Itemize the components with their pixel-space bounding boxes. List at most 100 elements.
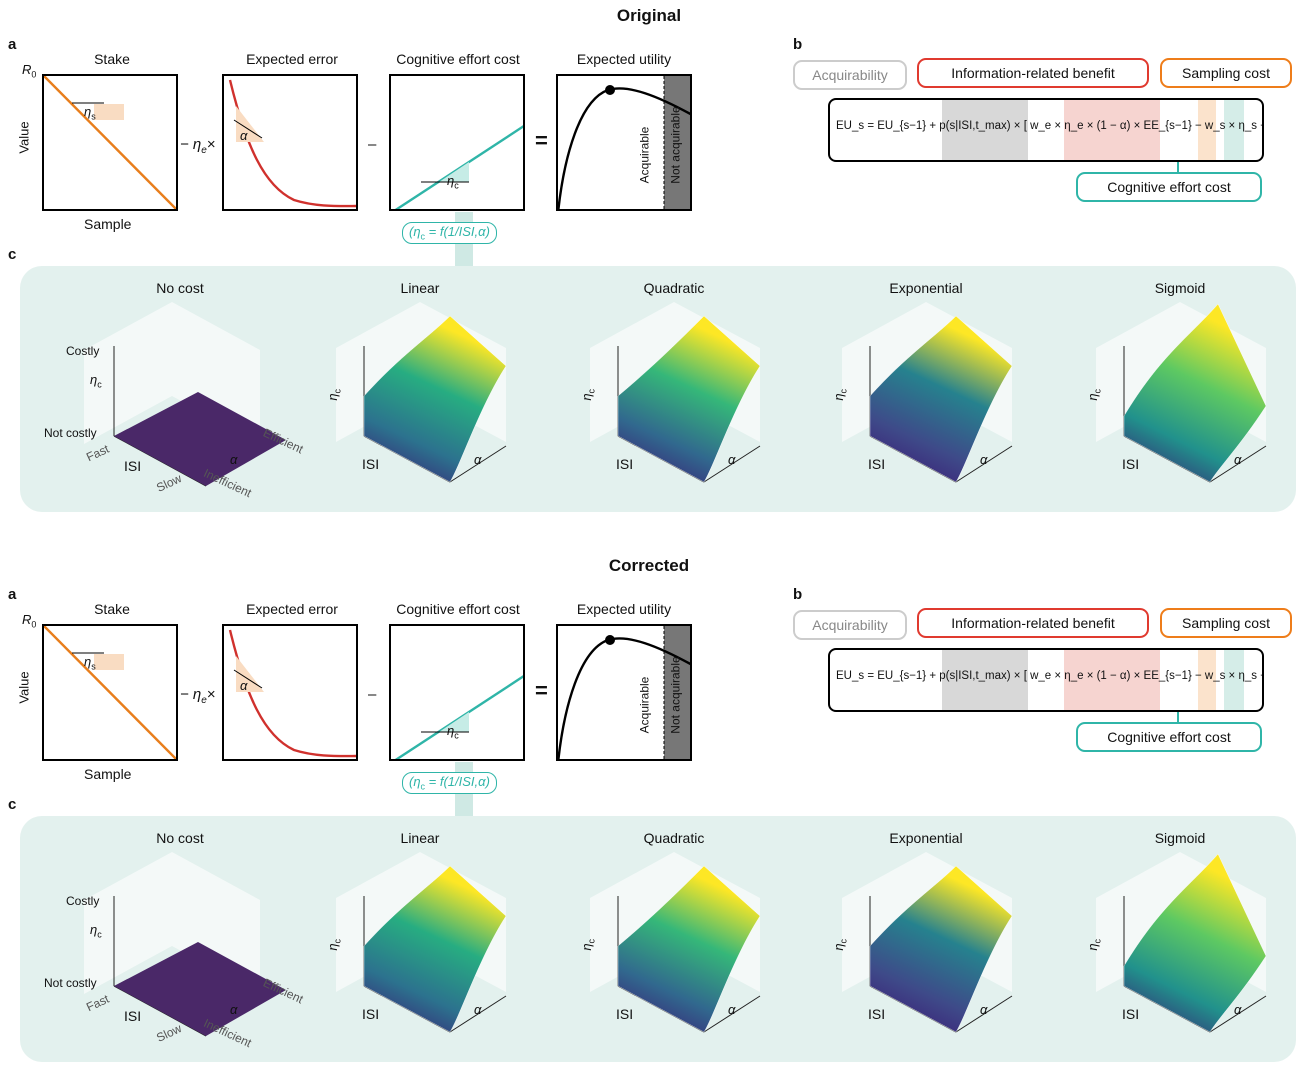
- equals-operator: =: [535, 128, 548, 153]
- sigmoid-surface: [1096, 302, 1267, 483]
- effort-line: [394, 125, 523, 209]
- effort-cost-title: Cognitive effort cost: [396, 601, 520, 617]
- linear-eta-subscript: c: [332, 388, 343, 394]
- sampling-cost-tag: Sampling cost: [1160, 58, 1292, 88]
- exponential-eta-label: ηc: [831, 939, 849, 951]
- exponential-surface: [842, 302, 1013, 483]
- expected-utility-title: Expected utility: [576, 51, 672, 67]
- no-cost-surface: [84, 852, 286, 1037]
- effort-cost-title: Cognitive effort cost: [396, 51, 520, 67]
- acquirable-label: Acquirable: [637, 126, 652, 184]
- sigmoid-eta-label: ηc: [1085, 389, 1103, 401]
- equation-box: EU_s = EU_{s−1} + p(s|ISI,t_max) × [ w_e…: [828, 648, 1264, 712]
- eta-c-label: ηc: [447, 173, 459, 191]
- panel-c-label: c: [8, 796, 17, 813]
- original-version: Original a Stake Expected error Cognitiv…: [0, 0, 1298, 530]
- error-curve: [228, 79, 356, 208]
- eu-equation: EU_s = EU_{s−1} + p(s|ISI,t_max) × [ w_e…: [836, 120, 1264, 132]
- linear-alpha-label: α: [474, 1002, 482, 1017]
- panel-a-label: a: [8, 586, 17, 603]
- eq-info-highlight: [1064, 100, 1160, 160]
- acquirability-tag: Acquirability: [793, 60, 907, 90]
- eq-acq-highlight: [942, 100, 1028, 160]
- quadratic-title: Quadratic: [643, 280, 705, 296]
- no-cost-eta-label: ηc: [90, 922, 102, 940]
- info-benefit-tag: Information-related benefit: [917, 608, 1149, 638]
- cognitive-cost-tag: Cognitive effort cost: [1076, 722, 1262, 752]
- minus-operator: –: [368, 136, 377, 153]
- version-title: Corrected: [608, 556, 690, 575]
- cost-functions-panel: No cost Linear Quadratic Exponential Sig…: [20, 816, 1296, 1062]
- effort-connector: [1177, 162, 1179, 172]
- effort-line: [394, 675, 523, 759]
- quadratic-eta-label: ηc: [579, 939, 597, 951]
- not-costly-label: Not costly: [44, 976, 97, 990]
- eq-acq-highlight: [942, 650, 1028, 710]
- sigmoid-eta-label: ηc: [1085, 939, 1103, 951]
- eq-sampling-highlight: [1198, 650, 1216, 710]
- acquirability-tag: Acquirability: [793, 610, 907, 640]
- linear-title: Linear: [400, 830, 440, 846]
- alpha-label: α: [240, 678, 248, 693]
- eta-c-label: ηc: [447, 723, 459, 741]
- stake-line: [44, 626, 176, 759]
- equation-box: EU_s = EU_{s−1} + p(s|ISI,t_max) × [ w_e…: [828, 98, 1264, 162]
- corrected-version: Corrected a Stake Expected error Cogniti…: [0, 550, 1298, 1080]
- sigmoid-isi-label: ISI: [1122, 456, 1140, 472]
- no-cost-title: No cost: [156, 830, 204, 846]
- quadratic-isi-label: ISI: [616, 456, 634, 472]
- linear-alpha-label: α: [474, 452, 482, 467]
- exponential-eta-symbol: η: [831, 393, 847, 401]
- r0-label: R0: [22, 612, 37, 630]
- expected-utility-plot: Acquirable Not acquirable: [556, 624, 692, 761]
- sampling-cost-tag: Sampling cost: [1160, 608, 1292, 638]
- equals-operator: =: [535, 678, 548, 703]
- exponential-isi-label: ISI: [868, 456, 886, 472]
- linear-isi-label: ISI: [362, 456, 380, 472]
- linear-eta-symbol: η: [325, 393, 341, 401]
- not-acquirable-label: Not acquirable: [668, 106, 683, 184]
- sigmoid-surface: [1096, 852, 1267, 1033]
- not-acquirable-label: Not acquirable: [668, 656, 683, 734]
- effort-cost-plot: ηc: [389, 74, 525, 211]
- stake-title: Stake: [94, 51, 130, 67]
- no-cost-alpha-label: α: [230, 1002, 238, 1017]
- panel-b-label: b: [793, 586, 803, 603]
- exponential-eta-symbol: η: [831, 943, 847, 951]
- panel-c-label: c: [8, 246, 17, 263]
- no-cost-alpha-label: α: [230, 452, 238, 467]
- sample-axis-label: Sample: [84, 766, 132, 782]
- quadratic-eta-symbol: η: [579, 393, 595, 401]
- quadratic-eta-subscript: c: [586, 938, 597, 944]
- panel-a-label: a: [8, 36, 17, 53]
- expected-error-plot: α: [222, 74, 358, 211]
- minus-eta-e-operator: − ηe×: [180, 136, 216, 156]
- expected-error-title: Expected error: [246, 51, 338, 67]
- exponential-isi-label: ISI: [868, 1006, 886, 1022]
- eq-effort-highlight: [1224, 100, 1244, 160]
- effort-cost-plot: ηc: [389, 624, 525, 761]
- stake-title: Stake: [94, 601, 130, 617]
- acquirable-label: Acquirable: [637, 676, 652, 734]
- quadratic-title: Quadratic: [643, 830, 705, 846]
- quadratic-eta-subscript: c: [586, 388, 597, 394]
- cost-functions-panel: No cost Linear Quadratic Exponential Sig…: [20, 266, 1296, 512]
- sigmoid-title: Sigmoid: [1154, 280, 1206, 296]
- eu-equation: EU_s = EU_{s−1} + p(s|ISI,t_max) × [ w_e…: [836, 670, 1264, 682]
- utility-curve: [558, 626, 690, 759]
- quadratic-eta-label: ηc: [579, 389, 597, 401]
- linear-title: Linear: [400, 280, 440, 296]
- sample-axis-label: Sample: [84, 216, 132, 232]
- linear-surface: [336, 302, 507, 483]
- exponential-surface: [842, 852, 1013, 1033]
- quadratic-alpha-label: α: [728, 452, 736, 467]
- quadratic-surface: [590, 852, 761, 1033]
- linear-isi-label: ISI: [362, 1006, 380, 1022]
- no-cost-eta-label: ηc: [90, 372, 102, 390]
- exponential-title: Exponential: [889, 280, 963, 296]
- sigmoid-alpha-label: α: [1234, 1002, 1242, 1017]
- value-axis-label: Value: [16, 671, 32, 704]
- effort-connector: [1177, 712, 1179, 722]
- utility-curve: [558, 76, 690, 209]
- eq-info-highlight: [1064, 650, 1160, 710]
